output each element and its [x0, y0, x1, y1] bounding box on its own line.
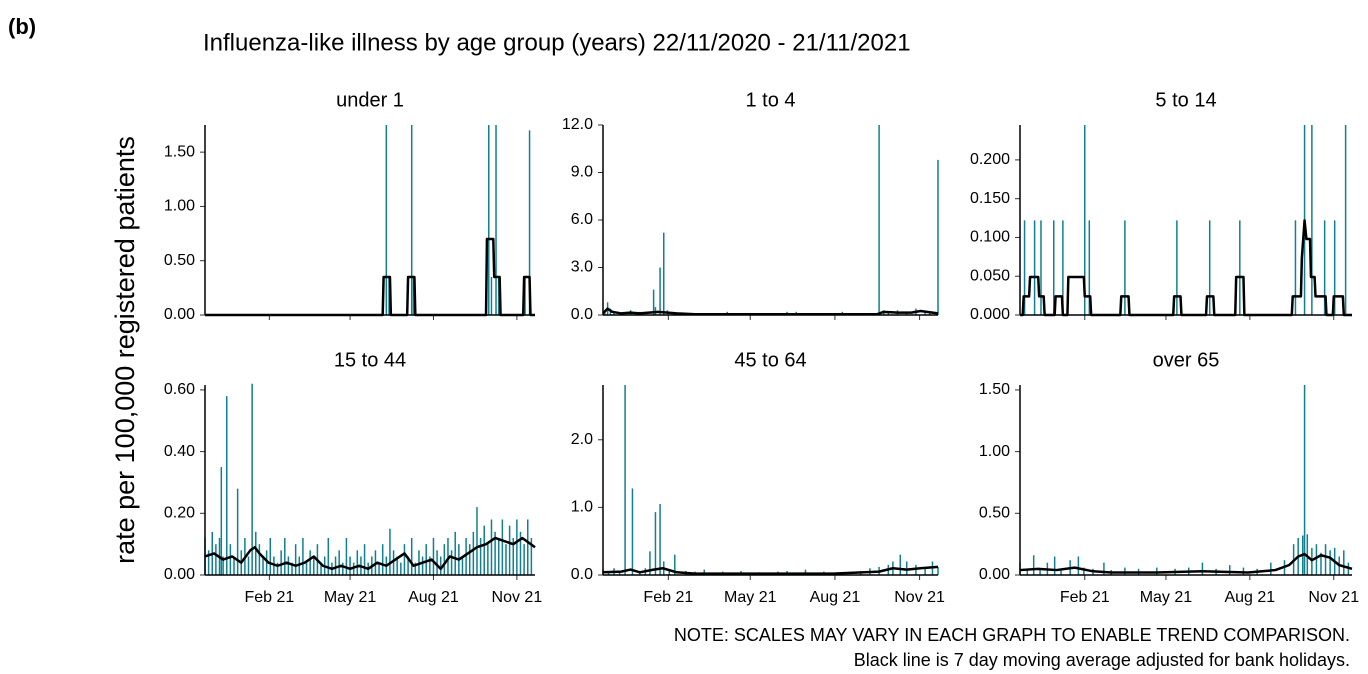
- note: NOTE: SCALES MAY VARY IN EACH GRAPH TO E…: [674, 625, 1350, 645]
- y-tick-label: 0.00: [979, 566, 1010, 583]
- x-tick-label: Aug 21: [408, 589, 459, 606]
- x-tick-label: Feb 21: [244, 589, 294, 606]
- x-tick-label: Feb 21: [1060, 589, 1110, 606]
- x-tick-label: Nov 21: [894, 589, 945, 606]
- note: Black line is 7 day moving average adjus…: [854, 650, 1350, 670]
- x-tick-label: May 21: [724, 589, 777, 606]
- y-tick-label: 0.0: [571, 306, 593, 323]
- y-tick-label: 6.0: [571, 211, 593, 228]
- panel-title: 45 to 64: [734, 349, 806, 371]
- y-tick-label: 1.00: [164, 198, 195, 215]
- panel-title: 15 to 44: [334, 349, 406, 371]
- x-tick-label: Nov 21: [1308, 589, 1359, 606]
- chart-title: Influenza-like illness by age group (yea…: [203, 29, 911, 56]
- y-tick-label: 3.0: [571, 259, 593, 276]
- y-tick-label: 2.0: [571, 431, 593, 448]
- panel-title: under 1: [336, 89, 404, 111]
- x-tick-label: Feb 21: [643, 589, 693, 606]
- y-axis-label: rate per 100,000 registered patients: [110, 136, 140, 564]
- y-tick-label: 0.50: [164, 252, 195, 269]
- y-tick-label: 1.0: [571, 499, 593, 516]
- y-tick-label: 9.0: [571, 164, 593, 181]
- x-tick-label: May 21: [1140, 589, 1193, 606]
- y-tick-label: 1.00: [979, 443, 1010, 460]
- y-tick-label: 0.100: [970, 229, 1010, 246]
- y-tick-label: 0.000: [970, 306, 1010, 323]
- x-tick-label: May 21: [324, 589, 377, 606]
- y-tick-label: 0.050: [970, 267, 1010, 284]
- moving-average-line: [1020, 219, 1352, 317]
- moving-average-line: [602, 565, 939, 575]
- x-tick-label: Aug 21: [1224, 589, 1275, 606]
- y-tick-label: 0.20: [164, 505, 195, 522]
- y-tick-label: 1.50: [979, 381, 1010, 398]
- y-tick-label: 0.0: [571, 566, 593, 583]
- panel-title: over 65: [1153, 349, 1220, 371]
- x-tick-label: Aug 21: [810, 589, 861, 606]
- panel-title: 1 to 4: [745, 89, 795, 111]
- panel-title: 5 to 14: [1155, 89, 1216, 111]
- y-tick-label: 0.40: [164, 443, 195, 460]
- moving-average-line: [602, 307, 939, 316]
- moving-average-line: [204, 536, 536, 571]
- panel-tag: (b): [8, 14, 36, 39]
- y-tick-label: 0.200: [970, 151, 1010, 168]
- y-tick-label: 0.60: [164, 381, 195, 398]
- y-tick-label: 12.0: [562, 116, 593, 133]
- y-tick-label: 0.00: [164, 566, 195, 583]
- moving-average-line: [205, 237, 535, 317]
- moving-average-line: [1019, 552, 1353, 574]
- y-tick-label: 0.50: [979, 505, 1010, 522]
- x-tick-label: Nov 21: [492, 589, 543, 606]
- y-tick-label: 0.150: [970, 190, 1010, 207]
- y-tick-label: 0.00: [164, 306, 195, 323]
- y-tick-label: 1.50: [164, 143, 195, 160]
